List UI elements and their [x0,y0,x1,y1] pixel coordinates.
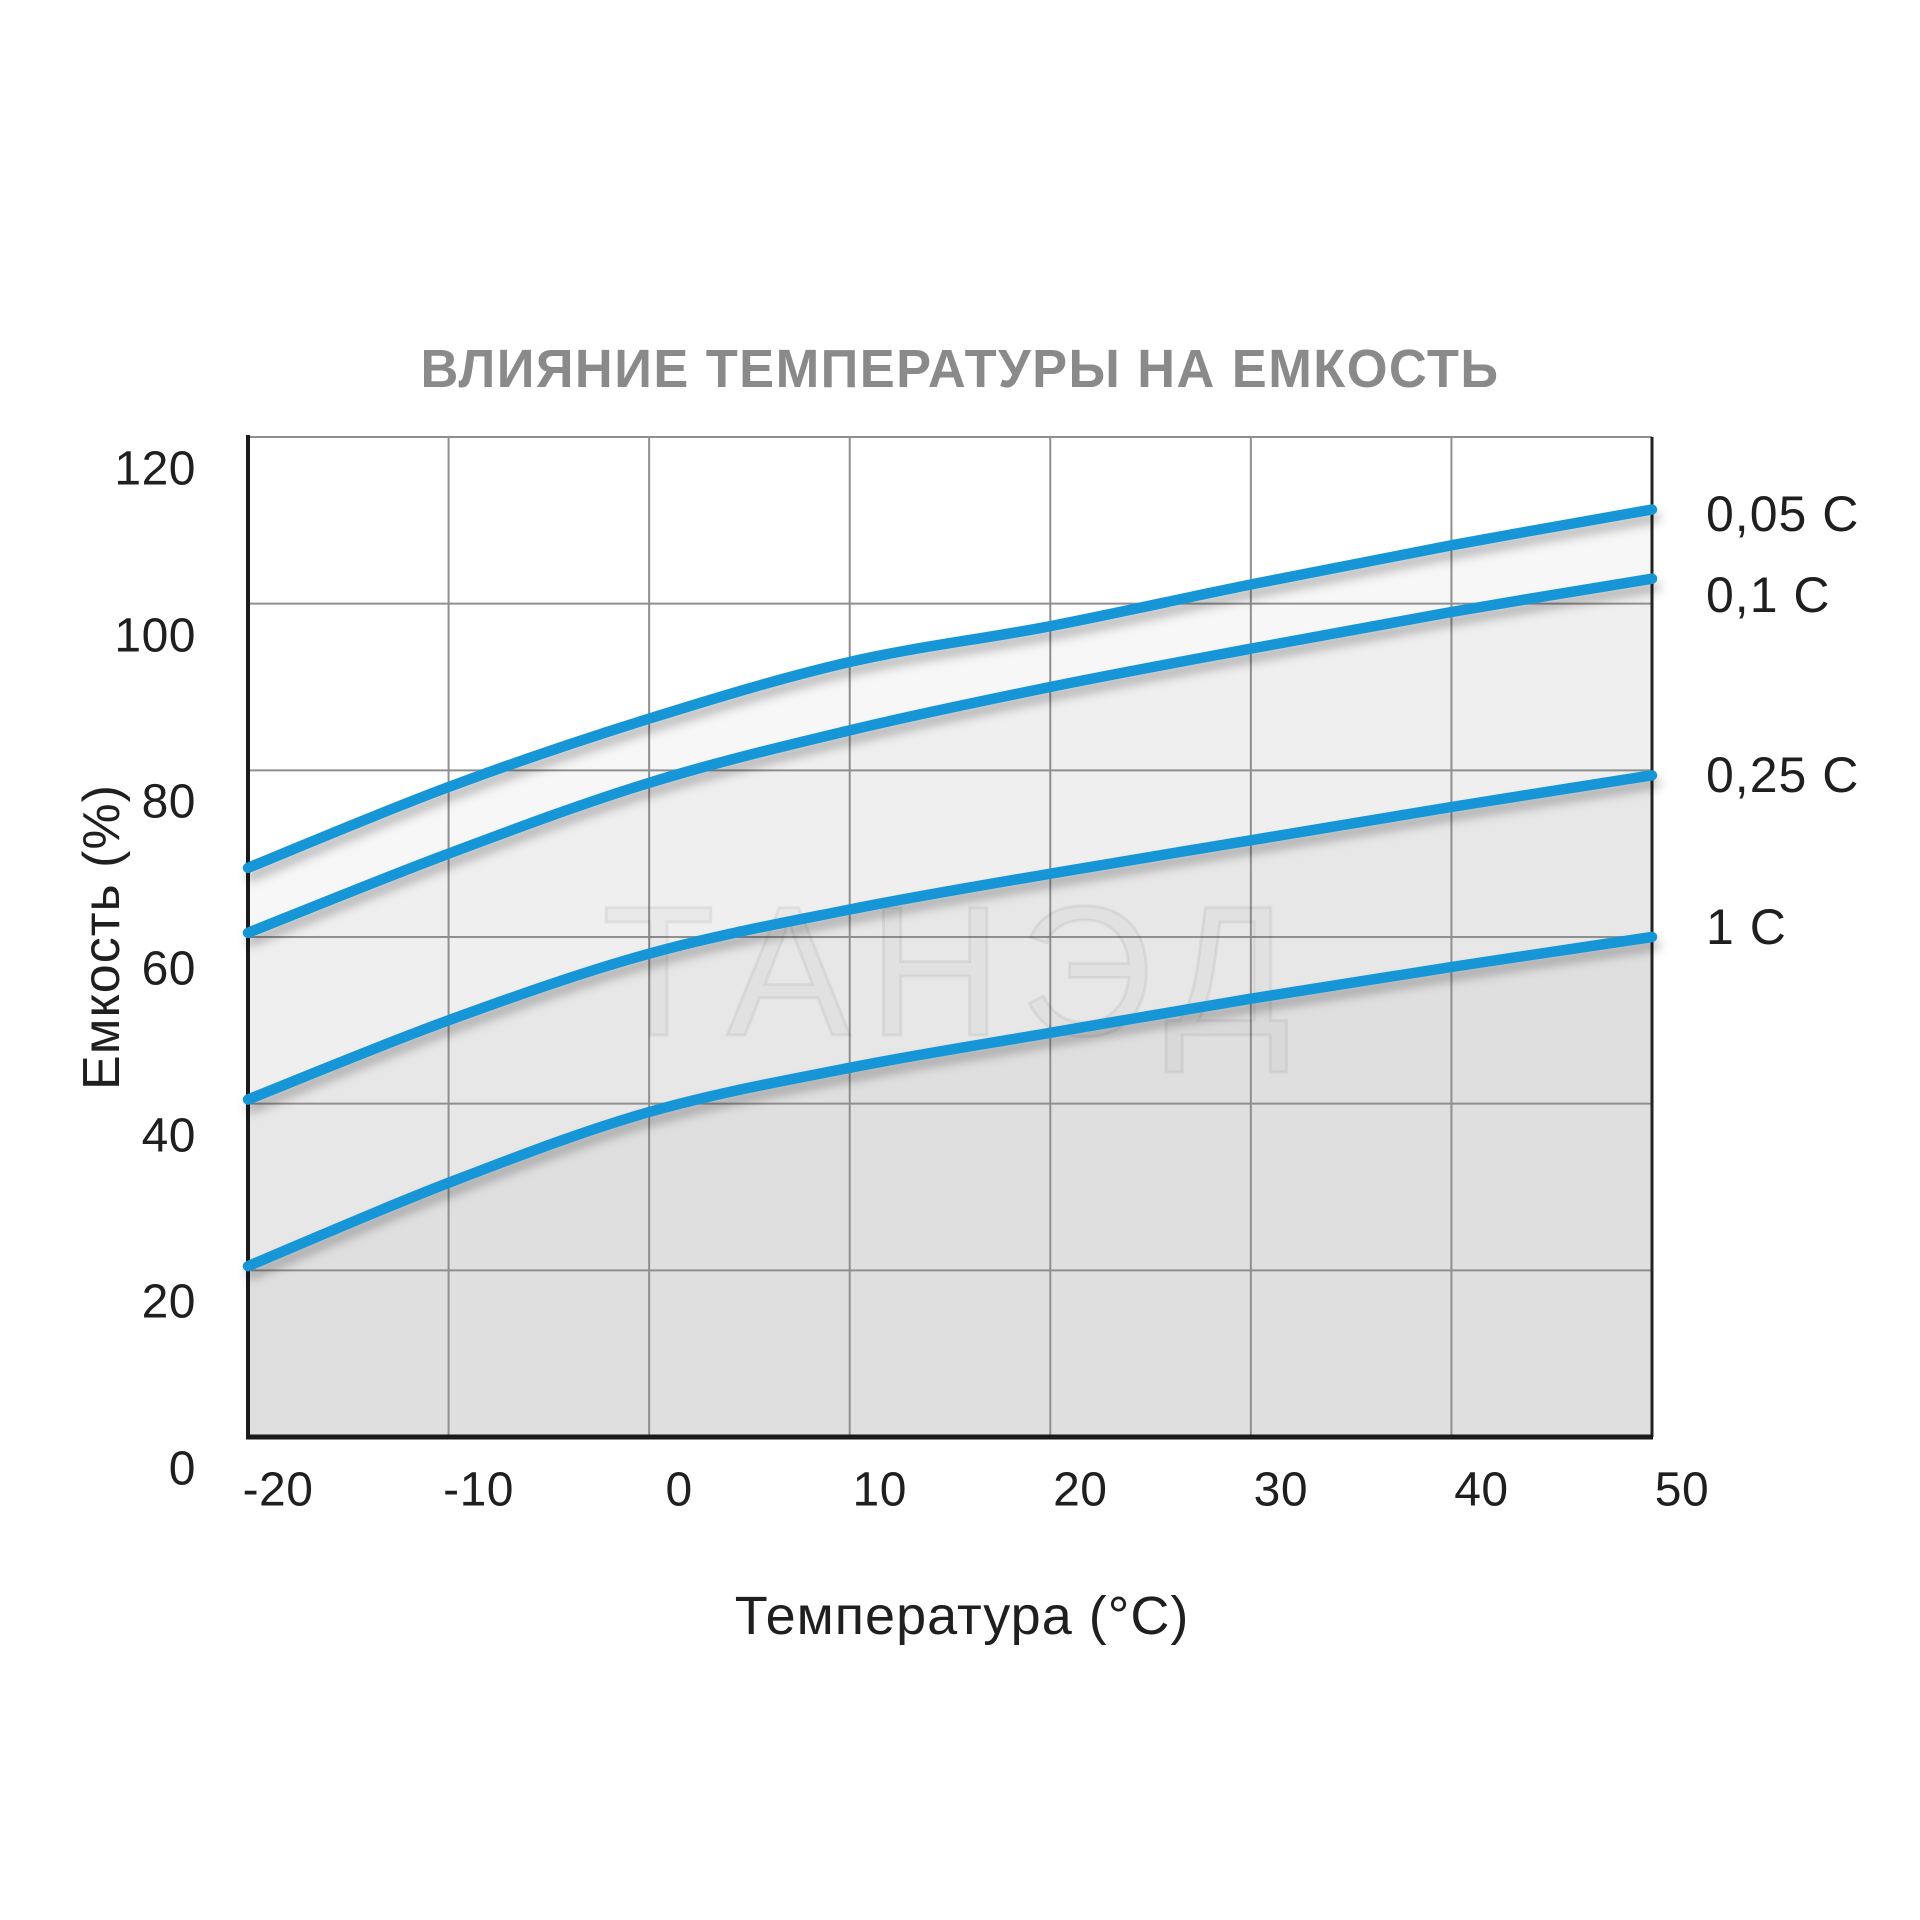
y-tick-label: 40 [141,1109,196,1163]
series-curve [242,931,1658,1272]
series-curve [242,770,1658,1105]
y-tick-label: 0 [168,1442,196,1496]
y-tick-label: 100 [114,609,196,663]
y-tick-label: 20 [141,1275,196,1329]
series-label-0-25C: 0,25 C [1706,747,1860,804]
series-label-0-1C: 0,1 C [1706,566,1831,623]
x-tick-label: 0 [665,1463,693,1517]
x-tick-label: 50 [1654,1463,1710,1517]
gridlines [248,436,1652,1437]
y-tick-label: 120 [114,442,196,496]
x-tick-label: 30 [1253,1463,1309,1517]
x-axis-title: Температура (°C) [734,1586,1190,1646]
curves [242,504,1658,1272]
y-tick-label: 60 [141,942,196,996]
y-axis-title: Емкость (%) [73,784,131,1090]
watermark-text: ТАНЭД [602,869,1308,1075]
x-tick-label: 20 [1053,1463,1108,1517]
series-curve [242,504,1658,874]
x-tick-label: -10 [443,1463,514,1517]
y-tick-label: 80 [141,775,196,829]
series-label-0-05C: 0,05 C [1706,485,1860,542]
x-tick-label: -20 [242,1463,314,1517]
x-tick-label: 40 [1454,1463,1509,1517]
chart-title: ВЛИЯНИЕ ТЕМПЕРАТУРЫ НА ЕМКОСТЬ [420,339,1500,399]
x-tick-label: 10 [852,1463,907,1517]
series-curve [242,573,1658,939]
series-label-1C: 1 C [1706,899,1787,955]
